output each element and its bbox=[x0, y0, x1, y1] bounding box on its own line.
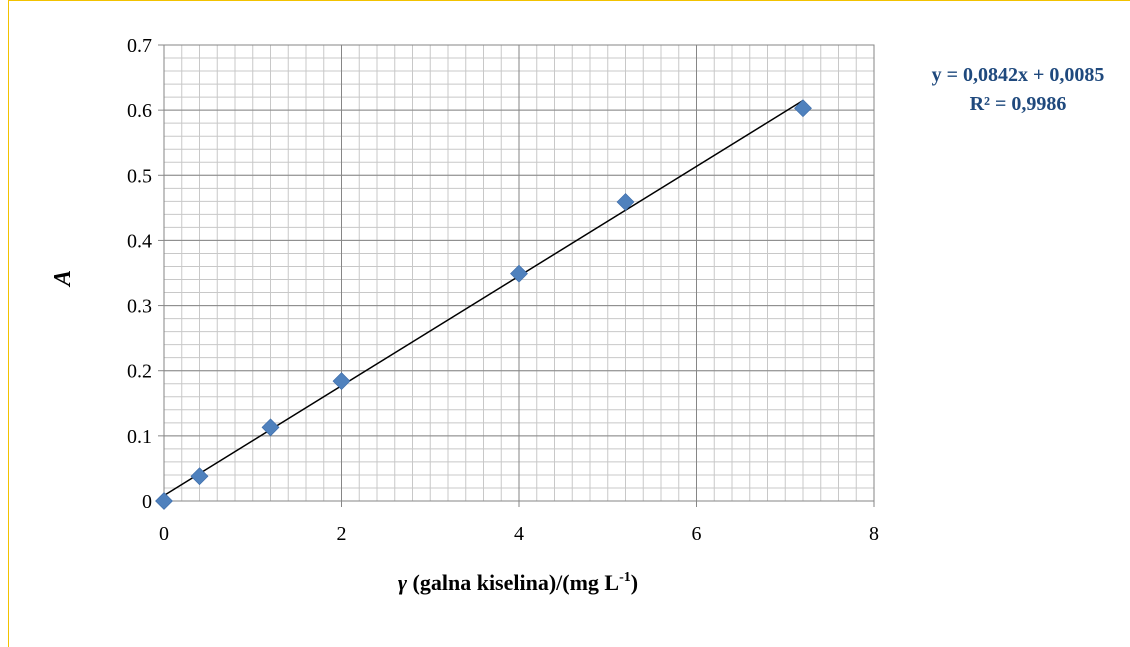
y-tick-label: 0.5 bbox=[127, 165, 152, 187]
x-axis-ticks: 0 2 4 6 8 bbox=[159, 501, 879, 545]
y-axis-ticks: 0 0.1 0.2 0.3 0.4 0.5 0.6 0.7 bbox=[127, 35, 164, 513]
x-tick-label: 0 bbox=[159, 523, 169, 545]
y-axis-title: A bbox=[50, 270, 76, 288]
data-point bbox=[190, 467, 209, 486]
data-point bbox=[332, 372, 351, 391]
x-axis-label-superscript: -1 bbox=[619, 570, 631, 585]
trendline-equation: y = 0,0842x + 0,0085 bbox=[932, 64, 1105, 86]
y-tick-label: 0.4 bbox=[127, 230, 152, 252]
x-tick-label: 6 bbox=[692, 523, 702, 545]
chart-frame bbox=[8, 0, 1130, 647]
x-axis-title: γ (galna kiselina)/(mg L-1) bbox=[398, 570, 638, 595]
x-tick-label: 4 bbox=[514, 523, 524, 545]
data-points bbox=[155, 99, 812, 510]
x-axis-label-text: (galna kiselina)/(mg L bbox=[407, 570, 619, 595]
data-point bbox=[616, 193, 635, 211]
y-tick-label: 0.2 bbox=[127, 361, 152, 383]
x-axis-symbol: γ bbox=[398, 570, 408, 595]
y-tick-label: 0.1 bbox=[127, 426, 152, 448]
r-squared-label: R² = 0,9986 bbox=[970, 93, 1067, 115]
y-tick-label: 0.3 bbox=[127, 296, 152, 318]
y-tick-label: 0.6 bbox=[127, 100, 152, 122]
y-tick-label: 0.7 bbox=[127, 35, 152, 57]
x-tick-label: 8 bbox=[869, 523, 879, 545]
x-axis-label-closing: ) bbox=[631, 570, 638, 595]
data-point bbox=[510, 264, 528, 283]
data-point bbox=[155, 492, 173, 510]
y-tick-label: 0 bbox=[142, 491, 152, 513]
x-tick-label: 2 bbox=[337, 523, 347, 545]
data-point bbox=[261, 418, 280, 437]
data-point bbox=[794, 99, 812, 118]
